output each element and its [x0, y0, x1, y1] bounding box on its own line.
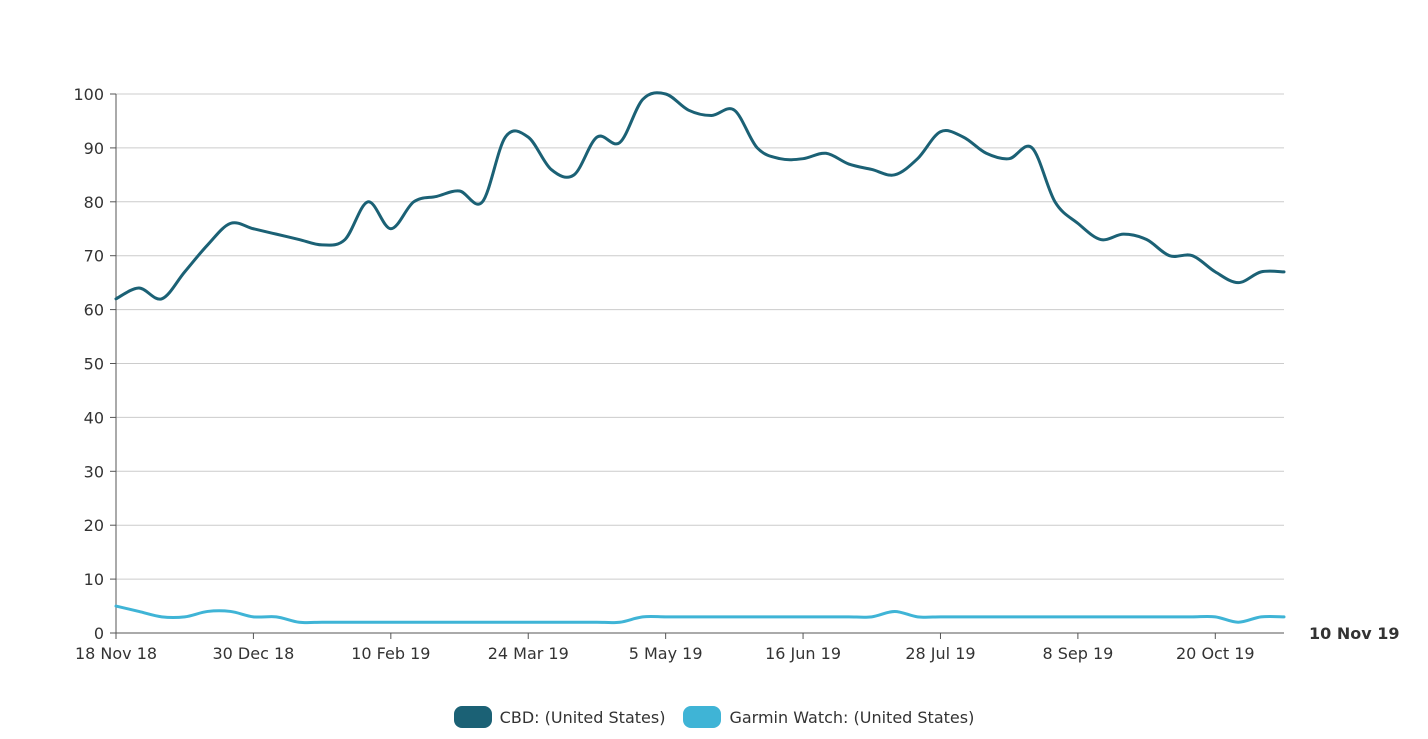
x-tick-label-5: 16 Jun 19 [765, 644, 841, 663]
legend-item-cbd[interactable]: CBD: (United States) [453, 706, 666, 728]
y-tick-label-80: 80 [84, 193, 104, 212]
end-date-label: 10 Nov 19 [1309, 624, 1399, 643]
y-tick-label-40: 40 [84, 408, 104, 427]
y-tick-label-70: 70 [84, 247, 104, 266]
y-tick-label-100: 100 [73, 85, 104, 104]
x-tick-label-7: 8 Sep 19 [1042, 644, 1113, 663]
series-line-garmin-watch [114, 604, 1286, 625]
x-tick-label-3: 24 Mar 19 [488, 644, 569, 663]
y-tick-label-0: 0 [94, 624, 104, 643]
legend: CBD: (United States) Garmin Watch: (Unit… [0, 706, 1428, 728]
series-lines [114, 91, 1286, 625]
x-axis: 18 Nov 18 30 Dec 18 10 Feb 19 24 Mar 19 5 Ma… [75, 94, 1284, 663]
legend-label-cbd: CBD: (United States) [499, 707, 666, 727]
line-chart: 0 10 20 30 40 50 60 70 80 90 100 18 Nov 18 30 Dec 1… [73, 85, 1399, 663]
y-tick-label-90: 90 [84, 139, 104, 158]
x-tick-label-6: 28 Jul 19 [905, 644, 975, 663]
x-tick-label-8: 20 Oct 19 [1176, 644, 1255, 663]
x-tick-label-2: 10 Feb 19 [351, 644, 430, 663]
y-tick-label-20: 20 [84, 516, 104, 535]
x-tick-label-4: 5 May 19 [629, 644, 703, 663]
legend-item-garmin-watch[interactable]: Garmin Watch: (United States) [683, 706, 974, 728]
y-tick-label-50: 50 [84, 355, 104, 374]
y-tick-label-60: 60 [84, 301, 104, 320]
grid-lines [116, 93, 1284, 580]
series-line-cbd [114, 91, 1286, 301]
x-tick-label-0: 18 Nov 18 [75, 644, 157, 663]
y-axis-ticks: 0 10 20 30 40 50 60 70 80 90 100 [73, 85, 116, 643]
legend-swatch-garmin-watch [683, 706, 722, 728]
legend-label-garmin-watch: Garmin Watch: (United States) [729, 707, 975, 727]
y-tick-label-10: 10 [84, 570, 104, 589]
y-tick-label-30: 30 [84, 462, 104, 481]
x-tick-label-1: 30 Dec 18 [212, 644, 294, 663]
legend-swatch-cbd [453, 706, 492, 728]
